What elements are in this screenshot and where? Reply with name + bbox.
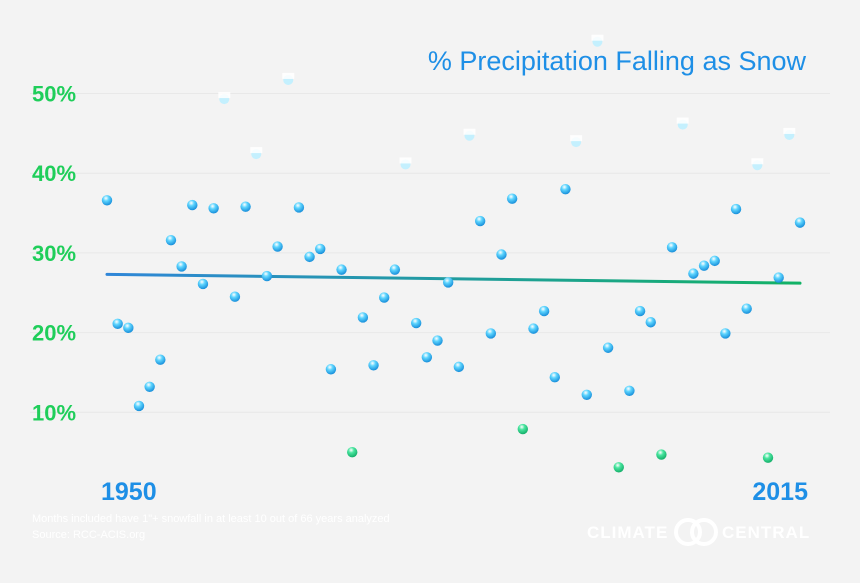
- data-point: [506, 193, 518, 204]
- data-point: [560, 183, 571, 195]
- data-point: [410, 317, 422, 329]
- data-point: [485, 328, 497, 339]
- data-point: [432, 335, 443, 346]
- data-point: [155, 354, 166, 365]
- data-point: [336, 264, 347, 275]
- data-point: [730, 203, 742, 215]
- data-point: [379, 292, 390, 303]
- x-tick-label: 2015: [752, 478, 808, 506]
- source-note: Source: RCC-ACIS.org: [32, 529, 145, 541]
- data-point: [741, 303, 752, 314]
- data-point: [293, 202, 305, 213]
- data-point: [176, 261, 187, 272]
- y-tick-label: 20%: [32, 321, 76, 346]
- data-point: [399, 157, 412, 170]
- data-points: [101, 34, 806, 473]
- climate-central-logo: CLIMATE CENTRAL: [587, 518, 810, 546]
- data-point: [709, 255, 720, 267]
- data-point: [720, 328, 731, 339]
- data-point: [347, 446, 358, 458]
- y-tick-label: 40%: [32, 161, 76, 186]
- data-point: [474, 215, 486, 227]
- data-point: [357, 312, 369, 323]
- data-point: [315, 243, 326, 255]
- chart-title: % Precipitation Falling as Snow: [428, 46, 807, 76]
- data-point: [389, 264, 401, 275]
- logo-text-right: CENTRAL: [722, 523, 810, 542]
- data-point: [591, 34, 604, 47]
- logo-mark-icon: [674, 518, 718, 546]
- y-tick-labels: 10% 20% 30% 40% 50%: [32, 82, 76, 426]
- data-point: [666, 242, 678, 253]
- data-point: [304, 251, 315, 263]
- data-point: [229, 291, 241, 302]
- data-point: [133, 400, 145, 412]
- data-point: [325, 364, 337, 375]
- x-tick-labels: 1950 2015: [101, 478, 808, 506]
- trend-layer: [105, 272, 802, 285]
- data-point: [676, 117, 689, 130]
- data-point: [250, 147, 263, 160]
- data-point: [218, 92, 231, 105]
- data-point: [613, 462, 624, 473]
- data-point: [442, 277, 454, 288]
- data-point: [538, 305, 550, 317]
- data-point: [197, 278, 209, 290]
- data-point: [368, 360, 379, 371]
- data-point: [187, 199, 198, 211]
- data-point: [165, 234, 177, 246]
- data-point: [549, 372, 560, 383]
- data-point: [794, 217, 806, 228]
- data-point: [282, 72, 295, 85]
- data-point: [123, 322, 134, 334]
- data-point: [144, 381, 155, 392]
- data-point: [528, 323, 539, 334]
- data-point: [581, 389, 592, 400]
- y-tick-label: 50%: [32, 82, 76, 107]
- data-point: [463, 128, 476, 141]
- data-point: [453, 361, 465, 373]
- trend-line: [105, 272, 802, 285]
- logo-text-left: CLIMATE: [587, 523, 668, 542]
- data-point: [624, 385, 635, 396]
- data-point: [751, 158, 764, 171]
- data-point: [208, 203, 219, 214]
- data-point: [762, 452, 774, 463]
- y-tick-label: 10%: [32, 400, 76, 425]
- data-point: [101, 195, 113, 206]
- data-point: [240, 201, 251, 212]
- data-point: [645, 317, 656, 328]
- gridlines: [30, 93, 830, 413]
- data-point: [421, 352, 433, 363]
- data-point: [112, 318, 123, 330]
- data-point: [698, 260, 710, 271]
- data-point: [634, 305, 646, 317]
- data-point: [688, 268, 699, 279]
- data-point: [517, 423, 528, 435]
- data-point: [656, 449, 667, 460]
- footnote: Months included have 1"+ snowfall in at …: [32, 513, 390, 525]
- data-point: [272, 241, 283, 252]
- data-point: [773, 272, 784, 283]
- data-point: [261, 270, 273, 282]
- data-point: [570, 135, 583, 148]
- data-point: [496, 249, 507, 260]
- data-point: [783, 127, 796, 140]
- data-point: [602, 342, 614, 353]
- x-tick-label: 1950: [101, 478, 157, 506]
- y-tick-label: 30%: [32, 241, 76, 266]
